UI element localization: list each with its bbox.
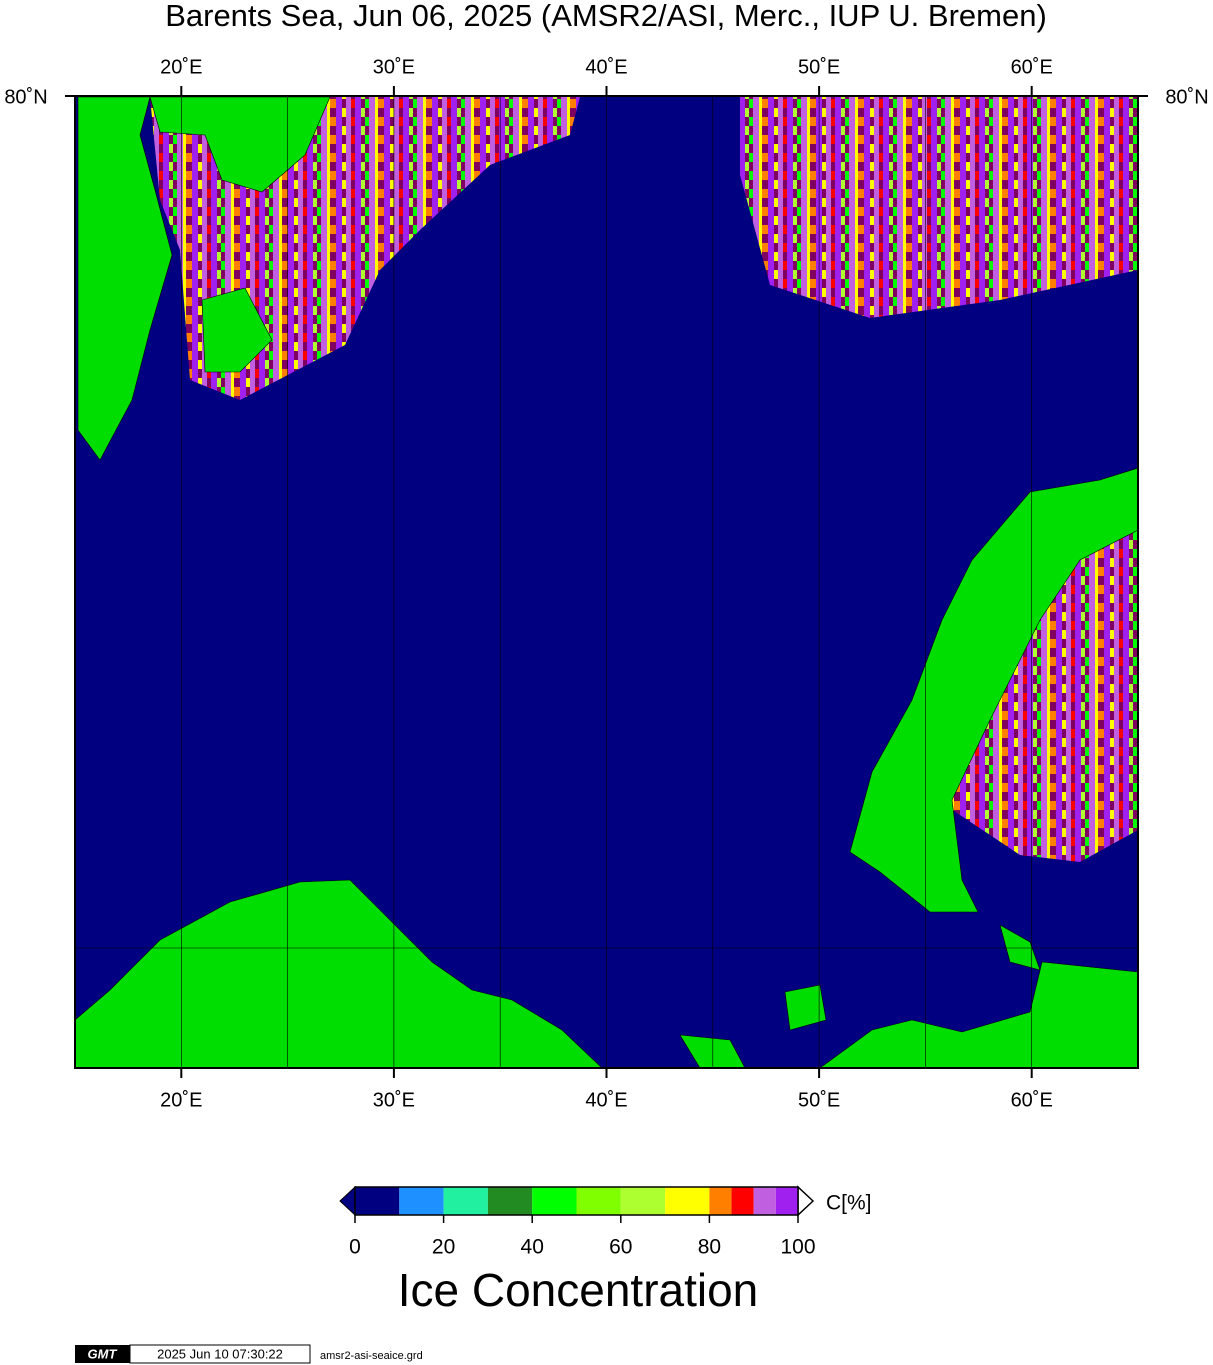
lon-label: 40˚E xyxy=(585,56,627,78)
colorbar-segment xyxy=(355,1187,400,1215)
colorbar-segment xyxy=(665,1187,710,1215)
colorbar-tick-label: 40 xyxy=(521,1236,544,1259)
lat-label: 80˚N xyxy=(4,86,47,108)
lon-label: 40˚E xyxy=(585,1089,627,1111)
colorbar-segment xyxy=(709,1187,732,1215)
colorbar-segment xyxy=(532,1187,577,1215)
colorbar-segment xyxy=(753,1187,776,1215)
colorbar-title: Ice Concentration xyxy=(398,1264,759,1316)
svalbard xyxy=(149,96,331,193)
gmt-logo xyxy=(75,1345,130,1363)
colorbar-unit: C[%] xyxy=(826,1192,872,1215)
novaya-zemlya xyxy=(849,467,1138,913)
colorbar-segment xyxy=(576,1187,621,1215)
kolguev xyxy=(784,984,827,1031)
grid-file: amsr2-asi-seaice.grd xyxy=(320,1350,423,1362)
colorbar-segment xyxy=(731,1187,754,1215)
lon-label: 50˚E xyxy=(798,1089,840,1111)
colorbar-segment xyxy=(620,1187,666,1215)
gmt-logo-text: GMT xyxy=(88,1346,118,1361)
lon-label: 30˚E xyxy=(373,56,415,78)
lat-label: 80˚N xyxy=(1165,86,1208,108)
sea-ice xyxy=(740,97,1138,318)
norway-kola xyxy=(75,879,603,1068)
vaygach xyxy=(999,924,1041,971)
colorbar-tick-label: 100 xyxy=(780,1236,815,1259)
svalbard xyxy=(77,96,173,461)
colorbar-segment xyxy=(399,1187,444,1215)
pechora-coast xyxy=(819,961,1138,1068)
colorbar-frame xyxy=(354,1186,799,1216)
timestamp: 2025 Jun 10 07:30:22 xyxy=(157,1346,283,1361)
map-area xyxy=(75,96,1138,1068)
colorbar-over xyxy=(797,1185,815,1217)
lon-label: 60˚E xyxy=(1011,56,1053,78)
colorbar-tick-label: 60 xyxy=(609,1236,632,1259)
map-title: Barents Sea, Jun 06, 2025 (AMSR2/ASI, Me… xyxy=(165,0,1047,33)
colorbar-segment xyxy=(775,1187,798,1215)
sea-ice xyxy=(945,520,1138,862)
lon-label: 20˚E xyxy=(160,1089,202,1111)
colorbar-tick-label: 80 xyxy=(698,1236,721,1259)
colorbar-tick-label: 0 xyxy=(349,1236,361,1259)
timestamp-box xyxy=(129,1344,311,1364)
lon-label: 20˚E xyxy=(160,56,202,78)
edgeoya xyxy=(201,287,273,373)
lon-label: 50˚E xyxy=(798,56,840,78)
lon-label: 30˚E xyxy=(373,1089,415,1111)
colorbar-segment xyxy=(487,1187,533,1215)
colorbar-under xyxy=(339,1185,356,1217)
lon-label: 60˚E xyxy=(1011,1089,1053,1111)
colorbar-tick-label: 20 xyxy=(432,1236,455,1259)
colorbar-segment xyxy=(443,1187,488,1215)
